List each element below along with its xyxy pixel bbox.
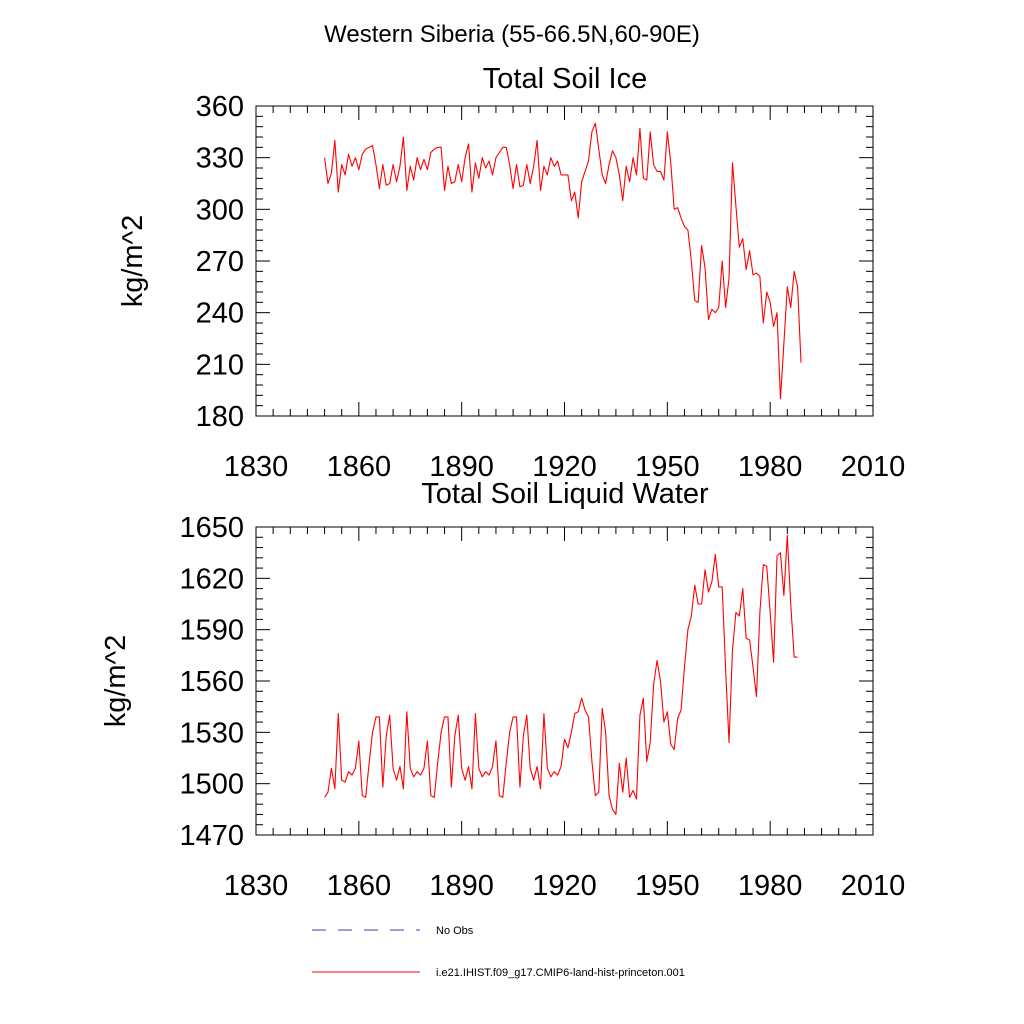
series-line: [324, 535, 798, 816]
series-line: [324, 122, 802, 400]
x-tick-label: 1920: [532, 451, 597, 483]
x-tick-label: 1860: [327, 870, 392, 902]
y-tick-label: 1530: [179, 717, 244, 749]
y-ticks: 180 210 240 270 300 330 360: [196, 91, 873, 433]
x-tick-label: 1830: [224, 870, 289, 902]
x-tick-label: 1950: [635, 451, 700, 483]
x-tick-label: 1980: [738, 870, 803, 902]
x-tick-label: 1890: [429, 451, 494, 483]
panel-title: Total Soil Liquid Water: [421, 478, 709, 510]
y-tick-label: 300: [196, 194, 244, 226]
x-tick-label: 1920: [532, 870, 597, 902]
x-tick-label: 1980: [738, 451, 803, 483]
legend: No Obs i.e21.IHIST.f09_g17.CMIP6-land-hi…: [312, 925, 685, 979]
plot-frame: [255, 526, 874, 836]
panel-title: Total Soil Ice: [483, 63, 647, 95]
y-tick-label: 1590: [179, 615, 244, 647]
plot-frame: [255, 105, 874, 417]
x-tick-label: 1830: [224, 451, 289, 483]
x-tick-label: 2010: [841, 870, 906, 902]
y-tick-label: 180: [196, 401, 244, 433]
legend-label-model: i.e21.IHIST.f09_g17.CMIP6-land-hist-prin…: [436, 967, 685, 979]
y-tick-label: 210: [196, 349, 244, 381]
y-tick-label: 1470: [179, 820, 244, 852]
y-tick-label: 1620: [179, 563, 244, 595]
x-ticks: 1830 1860 1890 1920 1950 1980 2010: [224, 527, 906, 902]
y-ticks: 1470 1500 1530 1560 1590 1620 1650: [179, 512, 873, 852]
x-ticks: 1830 1860 1890 1920 1950 1980 2010: [224, 106, 906, 483]
y-axis-label: kg/m^2: [100, 635, 132, 728]
x-tick-label: 1860: [327, 451, 392, 483]
x-tick-label: 1950: [635, 870, 700, 902]
series-lines: [324, 122, 802, 400]
panel-soil-ice: Total Soil Ice 1830 1860 1890 1920 1950 1980 2…: [117, 63, 905, 483]
y-tick-label: 1650: [179, 512, 244, 544]
y-tick-label: 240: [196, 298, 244, 330]
y-tick-label: 330: [196, 143, 244, 175]
figure-title: Western Siberia (55-66.5N,60-90E): [324, 21, 700, 48]
x-tick-label: 2010: [841, 451, 906, 483]
y-tick-label: 360: [196, 91, 244, 123]
panel-soil-liquid-water: Total Soil Liquid Water 1830 1860 1890 1920…: [100, 478, 905, 902]
x-tick-label: 1890: [429, 870, 494, 902]
y-tick-label: 270: [196, 246, 244, 278]
y-axis-label: kg/m^2: [117, 215, 149, 308]
series-lines: [324, 535, 798, 816]
legend-label-no-obs: No Obs: [436, 925, 474, 937]
y-tick-label: 1560: [179, 666, 244, 698]
y-tick-label: 1500: [179, 769, 244, 801]
